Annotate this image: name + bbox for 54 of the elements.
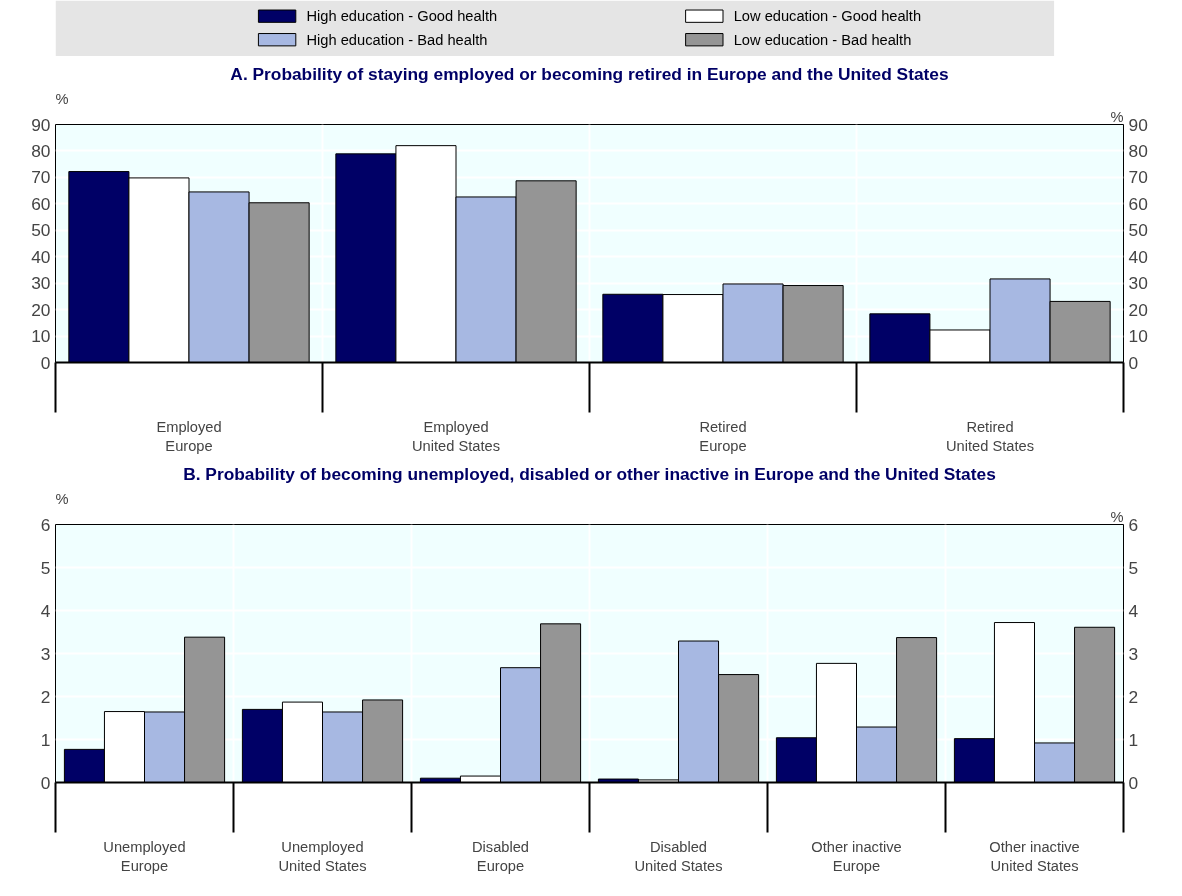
legend-label: High education - Bad health [306, 31, 488, 48]
y-tick-label: 10 [31, 326, 51, 347]
x-tick-label: Other inactive United States [989, 838, 1080, 874]
y-tick-label: 50 [31, 220, 51, 241]
y-tick-label: 30 [31, 273, 51, 294]
y2-tick-label: 0 [1128, 352, 1139, 373]
y2-tick-label: 3 [1128, 643, 1139, 664]
legend-label: Low education - Good health [733, 8, 922, 25]
y2-tick-label: 40 [1128, 246, 1148, 267]
y-tick-label: 4 [40, 600, 51, 621]
x-tick-label: Retired United States [946, 418, 1035, 454]
y2-tick-label: 60 [1128, 193, 1148, 214]
x-tick-label: Employed Europe [156, 418, 222, 454]
y2-tick-label: 4 [1128, 600, 1139, 621]
y2-tick-label: 6 [1128, 514, 1139, 535]
y2-tick-label: 30 [1128, 273, 1148, 294]
y-tick-label: 80 [31, 140, 51, 161]
y2-tick-label: 0 [1128, 772, 1139, 793]
y-tick-label: 5 [40, 557, 51, 578]
y-axis-title: % [55, 90, 69, 107]
y2-tick-label: 90 [1128, 114, 1148, 135]
x-tick-label: Disabled United States [634, 838, 723, 874]
y-tick-label: 3 [40, 643, 51, 664]
y-tick-label: 40 [31, 246, 51, 267]
y2-tick-label: 70 [1128, 167, 1148, 188]
x-tick-label: Retired Europe [699, 418, 747, 454]
x-tick-label: Other inactive Europe [811, 838, 902, 874]
y-tick-label: 1 [40, 729, 51, 750]
y-tick-label: 20 [31, 299, 51, 320]
y2-tick-label: 2 [1128, 686, 1139, 707]
legend-label: Low education - Bad health [733, 31, 912, 48]
x-tick-label: Disabled Europe [471, 838, 530, 874]
y-tick-label: 6 [40, 514, 51, 535]
y2-axis-title: % [1110, 508, 1124, 525]
x-tick-label: Employed United States [412, 418, 501, 454]
y-tick-label: 0 [40, 772, 51, 793]
x-tick-label: Unemployed Europe [103, 838, 186, 874]
y2-tick-label: 80 [1128, 140, 1148, 161]
y-tick-label: 60 [31, 193, 51, 214]
x-tick-label: Unemployed United States [278, 838, 367, 874]
y2-tick-label: 1 [1128, 729, 1139, 750]
y-axis-title: % [55, 490, 69, 507]
y2-tick-label: 10 [1128, 326, 1148, 347]
y2-tick-label: 50 [1128, 220, 1148, 241]
y2-tick-label: 5 [1128, 557, 1139, 578]
y-tick-label: 90 [31, 114, 51, 135]
y-tick-label: 2 [40, 686, 51, 707]
chart-title: B. Probability of becoming unemployed, disabled or other inactive in Europe and the United States [183, 463, 996, 484]
y-tick-label: 70 [31, 167, 51, 188]
y2-axis-title: % [1110, 108, 1124, 125]
legend-label: High education - Good health [306, 8, 498, 25]
chart-title: A. Probability of staying employed or becoming retired in Europe and the United States [230, 63, 949, 84]
y-tick-label: 0 [40, 352, 51, 373]
y2-tick-label: 20 [1128, 299, 1148, 320]
